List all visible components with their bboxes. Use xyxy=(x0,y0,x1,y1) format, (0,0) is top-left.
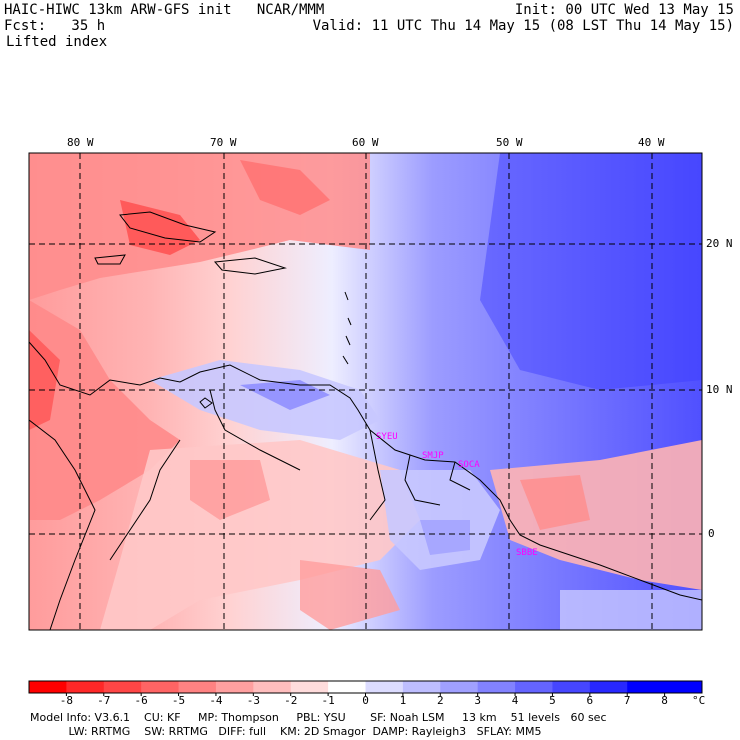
colorbar-tick-label: -3 xyxy=(246,694,260,707)
header-valid: Valid: 11 UTC Thu 14 May 15 (08 LST Thu … xyxy=(312,18,734,34)
colorbar-swatch xyxy=(66,681,105,693)
footer-physics-info: LW: RRTMG SW: RRTMG DIFF: full KM: 2D Sm… xyxy=(30,725,542,738)
station-label-syeu: SYEU xyxy=(376,432,398,442)
colorbar-tick-label: -7 xyxy=(97,694,111,707)
map-frame xyxy=(28,152,703,631)
colorbar-tick-label: -2 xyxy=(284,694,298,707)
colorbar-swatch xyxy=(103,681,142,693)
colorbar-swatch xyxy=(552,681,591,693)
coastlines xyxy=(29,211,702,630)
station-label-soca: SOCA xyxy=(458,460,480,470)
lon-label-50w: 50 W xyxy=(496,136,523,149)
lon-label-70w: 70 W xyxy=(210,136,237,149)
colorbar-swatch xyxy=(253,681,292,693)
lon-label-40w: 40 W xyxy=(638,136,665,149)
colorbar-swatch xyxy=(589,681,628,693)
colorbar-swatch xyxy=(290,681,329,693)
footer-model-info: Model Info: V3.6.1 CU: KF MP: Thompson P… xyxy=(30,711,607,724)
header-init: Init: 00 UTC Wed 13 May 15 xyxy=(514,2,734,18)
colorbar-tick-label: 2 xyxy=(436,694,444,707)
lon-label-80w: 80 W xyxy=(67,136,94,149)
colorbar xyxy=(28,680,703,696)
colorbar-tick-label: 3 xyxy=(474,694,481,707)
colorbar-swatch xyxy=(402,681,441,693)
colorbar-tick-label: 8 xyxy=(661,694,668,707)
colorbar-unit: °C xyxy=(692,694,706,707)
colorbar-swatch xyxy=(365,681,404,693)
colorbar-tick-label: 7 xyxy=(623,694,631,707)
colorbar-tick-label: -8 xyxy=(59,694,73,707)
header-title: HAIC-HIWC 13km ARW-GFS init NCAR/MMM xyxy=(4,2,325,18)
colorbar-swatch xyxy=(440,681,479,693)
colorbar-swatch xyxy=(141,681,180,693)
header-field-name: Lifted index xyxy=(6,34,108,50)
colorbar-tick-label: -4 xyxy=(209,694,223,707)
colorbar-swatch xyxy=(215,681,254,693)
header-forecast: Fcst: 35 h xyxy=(4,18,106,34)
station-label-smjp: SMJP xyxy=(422,451,444,461)
colorbar-tick-label: -6 xyxy=(134,694,148,707)
colorbar-swatch xyxy=(515,681,553,693)
colorbar-tick-label: 4 xyxy=(511,694,519,707)
colorbar-tick-label: 1 xyxy=(399,694,407,707)
lat-label-equator: 0 xyxy=(708,527,715,540)
colorbar-tick-label: 6 xyxy=(586,694,594,707)
lat-label-10n: 10 N xyxy=(706,383,733,396)
lon-label-60w: 60 W xyxy=(352,136,379,149)
colorbar-tick-label: 0 xyxy=(362,694,369,707)
colorbar-swatch xyxy=(178,681,217,693)
colorbar-swatch xyxy=(664,681,703,693)
field-shading xyxy=(29,153,702,630)
colorbar-swatch xyxy=(627,681,666,693)
colorbar-tick-label: -1 xyxy=(321,694,335,707)
colorbar-tick-label: 5 xyxy=(549,694,556,707)
colorbar-tick-label: -5 xyxy=(171,694,186,707)
colorbar-swatch xyxy=(477,681,516,693)
lat-lon-grid xyxy=(29,153,702,630)
colorbar-swatch xyxy=(29,681,67,693)
colorbar-swatch xyxy=(328,681,366,693)
lat-label-20n: 20 N xyxy=(706,237,733,250)
station-label-sbbe: SBBE xyxy=(516,548,538,558)
